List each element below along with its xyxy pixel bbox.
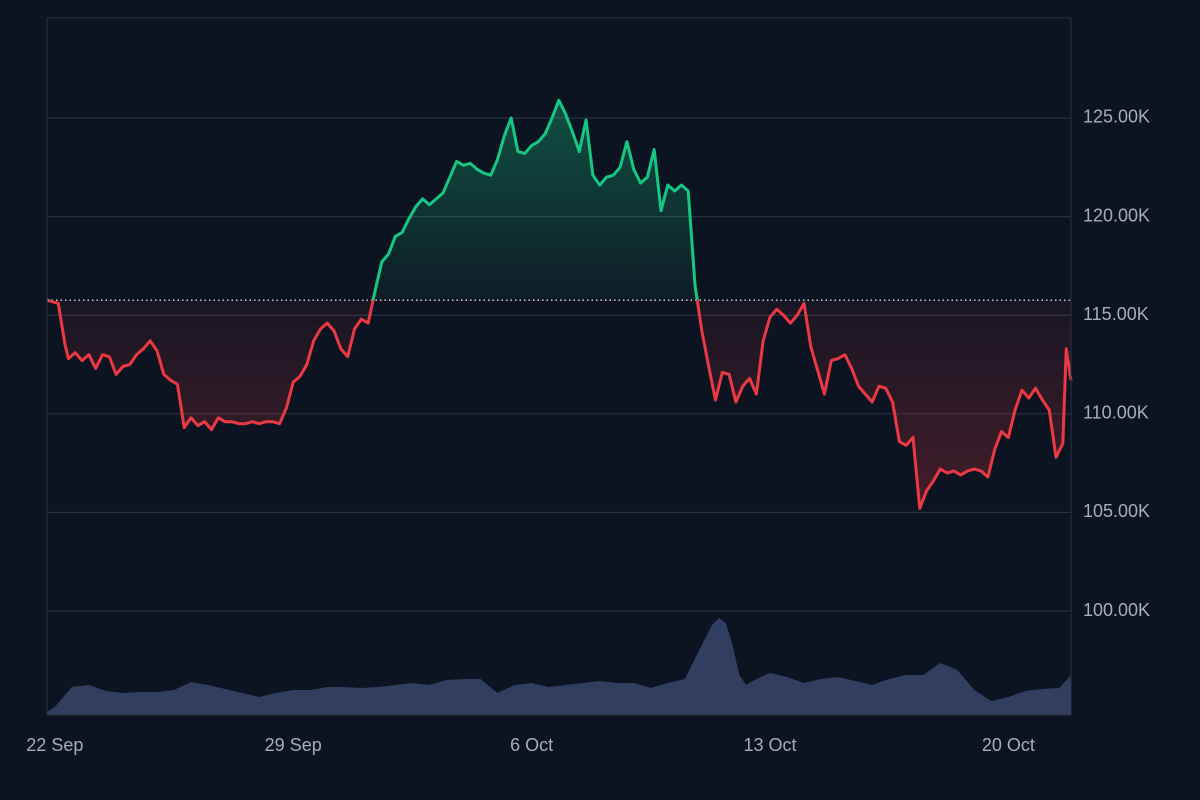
plot-layer (46, 98, 1073, 511)
y-tick-label: 115.00K (1083, 304, 1149, 324)
x-tick-label: 22 Sep (26, 735, 83, 755)
x-tick-label: 20 Oct (982, 735, 1035, 755)
y-tick-label: 110.00K (1083, 403, 1149, 423)
baseline-area (47, 100, 1071, 509)
y-tick-label: 100.00K (1083, 600, 1150, 620)
frame (46, 17, 1072, 716)
y-tick-label: 125.00K (1083, 107, 1150, 127)
x-tick-label: 29 Sep (265, 735, 322, 755)
y-tick-label: 120.00K (1083, 205, 1150, 225)
x-tick-label: 6 Oct (510, 735, 553, 755)
volume-area (47, 618, 1071, 715)
x-tick-label: 13 Oct (743, 735, 796, 755)
y-tick-label: 105.00K (1083, 501, 1150, 521)
volume-layer (47, 618, 1071, 715)
price-line (46, 98, 1073, 511)
labels: 100.00K 105.00K 110.00K 115.00K 120.00K 125.0… (26, 107, 1150, 755)
